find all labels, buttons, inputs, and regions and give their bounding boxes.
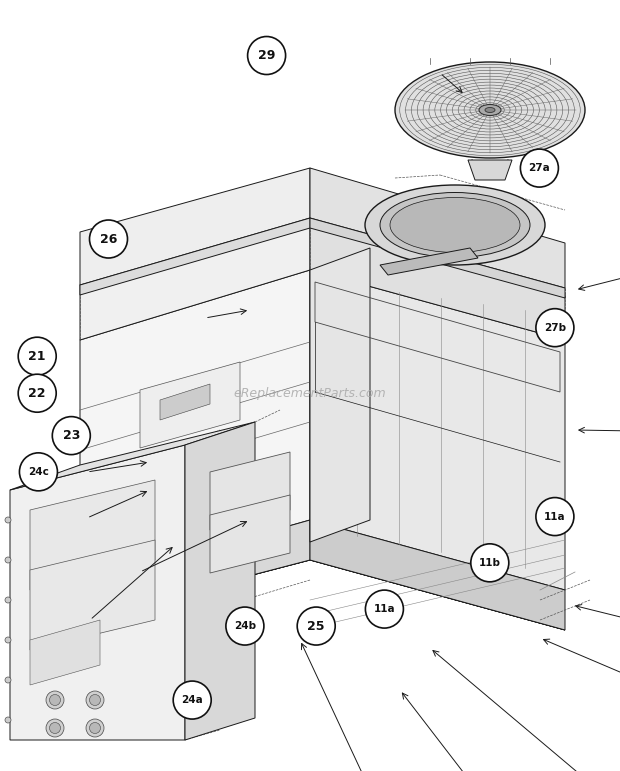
Text: 21: 21: [29, 350, 46, 362]
Ellipse shape: [86, 719, 104, 737]
Ellipse shape: [390, 197, 520, 252]
Text: eReplacementParts.com: eReplacementParts.com: [234, 387, 386, 399]
Ellipse shape: [5, 517, 11, 523]
Polygon shape: [10, 445, 185, 740]
Ellipse shape: [89, 220, 128, 258]
Ellipse shape: [89, 695, 100, 705]
Polygon shape: [80, 520, 310, 620]
Ellipse shape: [5, 597, 11, 603]
Ellipse shape: [380, 193, 530, 258]
Ellipse shape: [5, 557, 11, 563]
Text: 22: 22: [29, 387, 46, 399]
Polygon shape: [310, 168, 565, 288]
Ellipse shape: [86, 691, 104, 709]
Polygon shape: [185, 422, 255, 740]
Ellipse shape: [89, 722, 100, 733]
Polygon shape: [310, 248, 370, 542]
Ellipse shape: [520, 149, 559, 187]
Text: 23: 23: [63, 429, 80, 442]
Polygon shape: [310, 220, 565, 340]
Text: 24c: 24c: [28, 467, 49, 476]
Polygon shape: [160, 384, 210, 420]
Polygon shape: [140, 362, 240, 448]
Polygon shape: [80, 218, 310, 295]
Text: 27b: 27b: [544, 323, 566, 332]
Ellipse shape: [46, 719, 64, 737]
Polygon shape: [210, 495, 290, 573]
Ellipse shape: [19, 453, 58, 491]
Ellipse shape: [479, 105, 501, 116]
Text: 26: 26: [100, 233, 117, 245]
Polygon shape: [80, 270, 310, 585]
Text: 27a: 27a: [528, 163, 551, 173]
Text: 24b: 24b: [234, 621, 256, 631]
Polygon shape: [380, 248, 478, 275]
Ellipse shape: [5, 677, 11, 683]
Text: 11a: 11a: [374, 604, 395, 614]
Ellipse shape: [297, 607, 335, 645]
Polygon shape: [30, 540, 155, 650]
Polygon shape: [210, 452, 290, 530]
Ellipse shape: [18, 374, 56, 412]
Polygon shape: [80, 168, 310, 285]
Ellipse shape: [365, 590, 404, 628]
Ellipse shape: [365, 185, 545, 265]
Polygon shape: [80, 560, 565, 630]
Ellipse shape: [50, 695, 61, 705]
Text: 11a: 11a: [544, 512, 565, 521]
Ellipse shape: [395, 62, 585, 158]
Polygon shape: [80, 220, 310, 340]
Ellipse shape: [471, 544, 509, 582]
Polygon shape: [310, 270, 565, 590]
Polygon shape: [310, 520, 565, 630]
Ellipse shape: [226, 607, 264, 645]
Text: 25: 25: [308, 620, 325, 632]
Polygon shape: [30, 620, 100, 685]
Ellipse shape: [50, 722, 61, 733]
Polygon shape: [10, 422, 255, 490]
Ellipse shape: [536, 308, 574, 347]
Ellipse shape: [5, 717, 11, 723]
Text: 11b: 11b: [479, 558, 501, 567]
Ellipse shape: [46, 691, 64, 709]
Polygon shape: [30, 480, 155, 590]
Ellipse shape: [485, 107, 495, 113]
Ellipse shape: [536, 497, 574, 536]
Ellipse shape: [18, 337, 56, 375]
Polygon shape: [310, 218, 565, 298]
Ellipse shape: [5, 637, 11, 643]
Ellipse shape: [52, 416, 91, 455]
Ellipse shape: [247, 36, 286, 75]
Polygon shape: [468, 160, 512, 180]
Ellipse shape: [173, 681, 211, 719]
Text: 29: 29: [258, 49, 275, 62]
Text: 24a: 24a: [181, 695, 203, 705]
